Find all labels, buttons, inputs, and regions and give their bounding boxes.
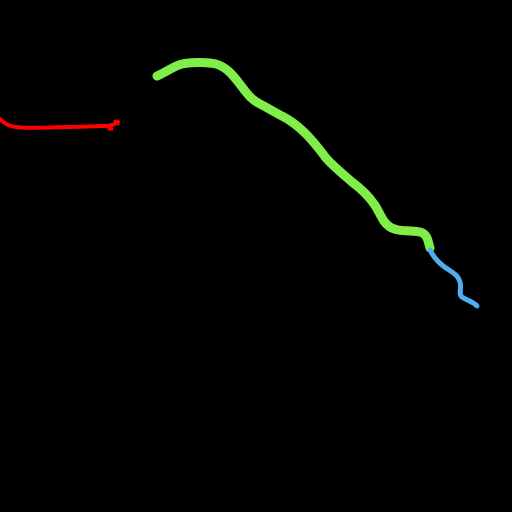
red-segment (0, 117, 120, 130)
green-segment (152, 58, 435, 253)
red-segment-specks (107, 119, 120, 131)
blue-segment (427, 247, 480, 309)
